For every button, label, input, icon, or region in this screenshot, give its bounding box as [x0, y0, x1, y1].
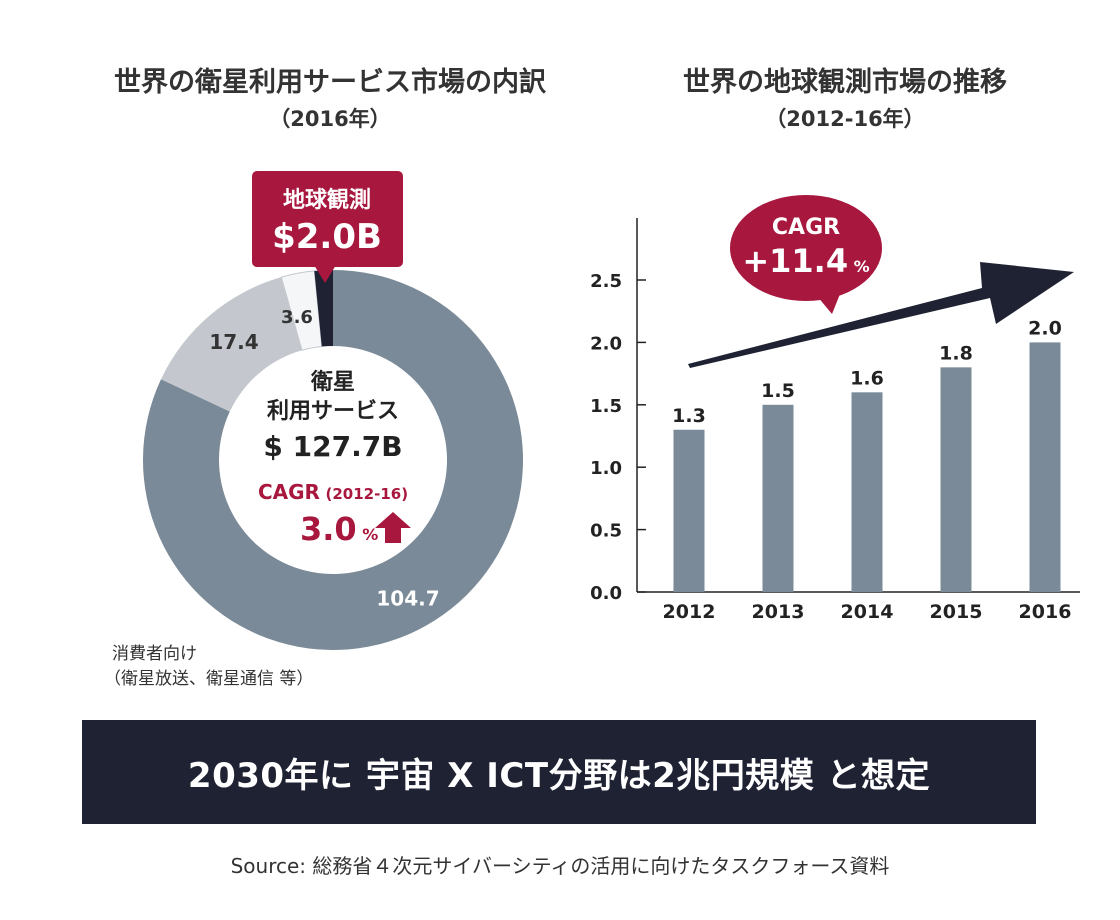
consumer-note-line2: （衛星放送、衛星通信 等）	[104, 669, 313, 689]
bar-subtitle: （2012-16年）	[765, 107, 925, 131]
y-tick-label: 2.0	[590, 333, 622, 354]
trend-arrow-icon	[688, 262, 1074, 368]
cagr-bubble: CAGR +11.4 %	[730, 195, 882, 314]
up-arrow-icon	[375, 512, 411, 543]
donut-segment-2	[161, 277, 302, 412]
conclusion-banner: 2030年に 宇宙 X ICT分野は2兆円規模 と想定	[82, 720, 1036, 824]
donut-title: 世界の衛星利用サービス市場の内訳	[114, 67, 546, 98]
y-tick-label: 0.5	[590, 521, 622, 542]
bar-2014	[851, 392, 883, 592]
earth-observation-callout: 地球観測 $2.0B	[252, 171, 403, 283]
donut-value-label: 3.6	[281, 307, 313, 328]
bubble-cagr-label: CAGR	[772, 215, 840, 240]
bar-value-label: 1.3	[672, 405, 706, 427]
chart-canvas: 104.7 17.4 3.6 衛星 利用サービス $ 127.7B CAGR (20…	[104, 171, 1080, 689]
callout-label: 地球観測	[283, 187, 371, 213]
center-cagr: CAGR (2012-16)	[258, 480, 408, 504]
bar-title: 世界の地球観測市場の推移	[683, 67, 1007, 98]
donut-subtitle: （2016年）	[269, 107, 391, 131]
donut-value-label: 17.4	[209, 330, 258, 354]
donut-segment-4	[314, 270, 333, 347]
bar-value-label: 1.5	[761, 380, 795, 402]
consumer-note-line1: 消費者向け	[112, 644, 197, 664]
center-cagr-period: (2012-16)	[326, 485, 409, 503]
center-cagr-value: 3.0	[300, 510, 357, 548]
center-cagr-unit: %	[362, 525, 378, 544]
center-cagr-figure: 3.0 %	[300, 510, 378, 548]
bar-2012	[673, 429, 705, 592]
bar-2016	[1029, 342, 1061, 592]
x-tick-label: 2012	[663, 601, 716, 623]
x-tick-label: 2014	[841, 601, 894, 623]
center-cagr-label: CAGR	[258, 480, 320, 504]
center-total-value: $ 127.7B	[263, 430, 402, 463]
donut-segment-3	[280, 270, 323, 351]
x-tick-label: 2015	[930, 601, 983, 623]
bubble-cagr-figure: +11.4 %	[742, 242, 869, 280]
bubble-cagr-value: +11.4	[742, 242, 848, 280]
donut-segment-1	[143, 270, 524, 650]
bar-value-label: 1.8	[939, 342, 973, 364]
bar-value-label: 2.0	[1028, 317, 1062, 339]
bar-2015	[940, 367, 972, 592]
y-tick-label: 0.0	[590, 583, 622, 604]
donut-chart: 104.7 17.4 3.6	[143, 270, 524, 650]
source-note: Source: 総務省４次元サイバーシティの活用に向けたタスクフォース資料	[230, 854, 890, 878]
donut-value-label: 104.7	[376, 587, 439, 611]
x-tick-label: 2016	[1019, 601, 1072, 623]
banner-text: 2030年に 宇宙 X ICT分野は2兆円規模 と想定	[187, 755, 931, 796]
bubble-cagr-unit: %	[854, 257, 870, 276]
y-tick-label: 1.5	[590, 396, 622, 417]
center-label-line2: 利用サービス	[267, 399, 399, 424]
center-label-line1: 衛星	[310, 369, 355, 395]
x-tick-label: 2013	[752, 601, 805, 623]
bar-2013	[762, 404, 794, 592]
bar-chart: 0.0 0.5 1.0 1.5 2.0 2.5 1.3 2012 1.5 2013 1.6 2014 1…	[590, 218, 1080, 623]
y-tick-label: 2.5	[590, 271, 622, 292]
y-tick-label: 1.0	[590, 458, 622, 479]
bar-value-label: 1.6	[850, 367, 884, 389]
callout-value: $2.0B	[272, 217, 382, 257]
